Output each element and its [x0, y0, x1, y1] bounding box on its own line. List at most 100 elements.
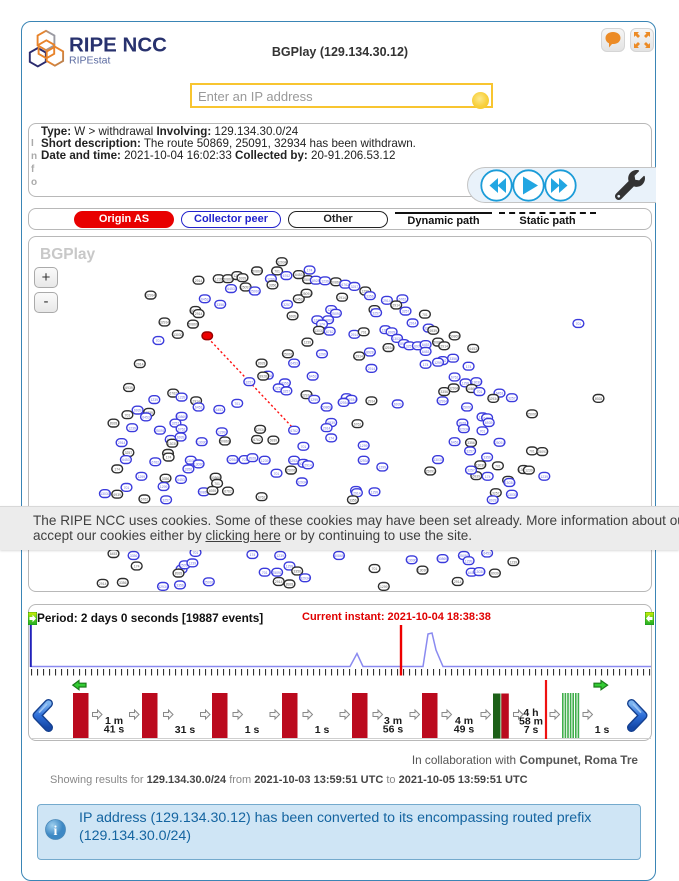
svg-text:2914: 2914	[368, 367, 376, 371]
svg-text:3356: 3356	[440, 390, 448, 394]
svg-text:41 s: 41 s	[104, 724, 125, 736]
svg-text:3356: 3356	[130, 554, 138, 558]
svg-text:6939: 6939	[134, 409, 142, 413]
svg-text:13030: 13030	[407, 558, 417, 562]
svg-text:50869: 50869	[331, 280, 341, 284]
svg-text:32934: 32934	[339, 401, 349, 405]
svg-text:6453: 6453	[422, 343, 430, 347]
svg-text:2914: 2914	[304, 463, 312, 467]
svg-text:3356: 3356	[349, 498, 357, 502]
svg-text:13030: 13030	[505, 481, 515, 485]
svg-text:8928: 8928	[366, 351, 374, 355]
svg-text:2914: 2914	[323, 426, 331, 430]
svg-text:25091: 25091	[462, 406, 472, 410]
svg-text:1299: 1299	[434, 361, 442, 365]
svg-text:13030: 13030	[314, 329, 324, 333]
svg-text:6453: 6453	[496, 392, 504, 396]
svg-text:6939: 6939	[414, 344, 422, 348]
svg-text:8928: 8928	[259, 375, 267, 379]
svg-text:7 s: 7 s	[524, 724, 539, 736]
svg-text:6762: 6762	[341, 283, 349, 287]
svg-text:32934: 32934	[384, 346, 394, 350]
svg-text:6762: 6762	[169, 392, 177, 396]
svg-text:3257: 3257	[246, 380, 254, 384]
svg-text:3356: 3356	[176, 584, 184, 588]
svg-text:3257: 3257	[508, 396, 516, 400]
svg-text:32934: 32934	[228, 458, 238, 462]
svg-text:174: 174	[307, 269, 313, 273]
svg-text:174: 174	[134, 565, 140, 569]
svg-text:1239: 1239	[304, 341, 312, 345]
svg-text:6453: 6453	[216, 408, 224, 412]
svg-text:i: i	[54, 824, 58, 839]
svg-text:2914: 2914	[338, 296, 346, 300]
svg-text:6762: 6762	[258, 495, 266, 499]
svg-text:1299: 1299	[380, 585, 388, 589]
svg-text:6939: 6939	[113, 493, 121, 497]
svg-text:6453: 6453	[177, 478, 185, 482]
svg-text:6453: 6453	[309, 375, 317, 379]
svg-text:50869: 50869	[334, 554, 344, 558]
svg-text:8928: 8928	[459, 422, 467, 426]
svg-text:2914: 2914	[136, 362, 144, 366]
svg-text:50869: 50869	[438, 557, 448, 561]
svg-text:3257: 3257	[492, 491, 500, 495]
svg-text:6939: 6939	[270, 439, 278, 443]
svg-text:13030: 13030	[173, 333, 183, 337]
svg-text:50869: 50869	[199, 490, 209, 494]
svg-text:174: 174	[423, 363, 429, 367]
svg-text:1239: 1239	[321, 279, 329, 283]
svg-text:2914: 2914	[275, 580, 283, 584]
svg-text:2914: 2914	[440, 344, 448, 348]
svg-text:174: 174	[328, 437, 334, 441]
svg-text:6453: 6453	[451, 440, 459, 444]
svg-text:50869: 50869	[433, 341, 443, 345]
svg-text:50869: 50869	[211, 476, 221, 480]
svg-text:8928: 8928	[388, 330, 396, 334]
svg-text:32934: 32934	[489, 397, 499, 401]
svg-text:3257: 3257	[172, 422, 180, 426]
svg-text:1299: 1299	[286, 565, 294, 569]
svg-text:13030: 13030	[418, 569, 428, 573]
svg-text:701: 701	[274, 270, 280, 274]
svg-text:1 s: 1 s	[595, 724, 610, 736]
svg-text:2914: 2914	[409, 322, 417, 326]
svg-text:3356: 3356	[366, 294, 374, 298]
svg-text:6762: 6762	[290, 429, 298, 433]
svg-text:701: 701	[274, 472, 280, 476]
svg-text:701: 701	[361, 330, 367, 334]
svg-text:701: 701	[242, 458, 248, 462]
svg-text:3356: 3356	[162, 477, 170, 481]
svg-text:2914: 2914	[368, 399, 376, 403]
svg-text:6453: 6453	[227, 287, 235, 291]
svg-text:3257: 3257	[351, 285, 359, 289]
svg-text:25091: 25091	[204, 580, 214, 584]
svg-text:32934: 32934	[277, 260, 287, 264]
svg-text:32934: 32934	[160, 321, 170, 325]
svg-text:3257: 3257	[466, 450, 474, 454]
svg-text:701: 701	[262, 571, 268, 575]
svg-text:6453: 6453	[122, 458, 130, 462]
svg-text:3356: 3356	[293, 570, 301, 574]
svg-text:6939: 6939	[491, 572, 499, 576]
svg-text:32934: 32934	[438, 399, 448, 403]
svg-text:32934: 32934	[146, 294, 156, 298]
svg-text:8928: 8928	[489, 498, 497, 502]
svg-text:6939: 6939	[430, 329, 438, 333]
svg-text:3356: 3356	[483, 456, 491, 460]
svg-text:701: 701	[125, 413, 131, 417]
svg-text:3257: 3257	[162, 498, 170, 502]
svg-text:25091: 25091	[286, 469, 296, 473]
svg-text:1239: 1239	[215, 277, 223, 281]
svg-text:1299: 1299	[382, 328, 390, 332]
svg-text:1239: 1239	[189, 562, 197, 566]
svg-text:3257: 3257	[283, 390, 291, 394]
svg-text:3356: 3356	[467, 441, 475, 445]
svg-text:32934: 32934	[158, 585, 168, 589]
svg-text:13030: 13030	[476, 463, 486, 467]
svg-text:32934: 32934	[359, 459, 369, 463]
svg-text:13030: 13030	[392, 337, 402, 341]
svg-text:32934: 32934	[302, 393, 312, 397]
svg-text:701: 701	[576, 322, 582, 326]
svg-text:1299: 1299	[379, 466, 387, 470]
